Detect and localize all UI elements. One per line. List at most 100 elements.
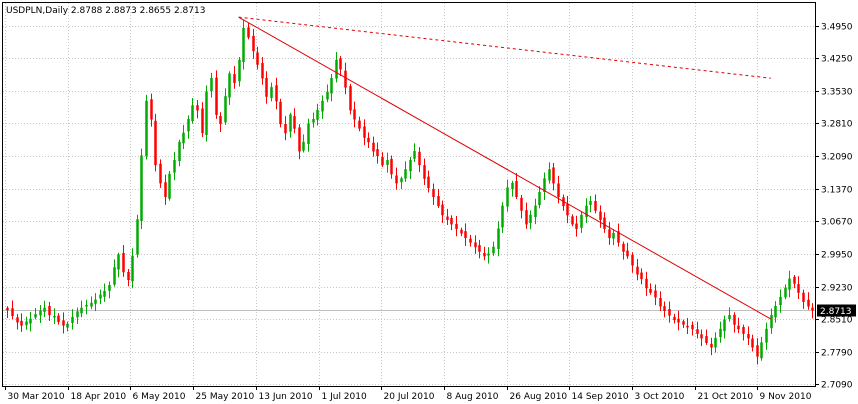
candle-body bbox=[81, 308, 83, 313]
candle-body bbox=[433, 189, 435, 196]
candle-body bbox=[308, 124, 310, 144]
candle-body bbox=[738, 326, 740, 329]
candle-body bbox=[711, 344, 713, 347]
candle bbox=[350, 84, 352, 115]
candle-body bbox=[507, 188, 509, 207]
candle-body bbox=[63, 321, 65, 326]
candle-body bbox=[794, 277, 796, 283]
candle-body bbox=[67, 324, 69, 327]
candle-body bbox=[729, 315, 731, 318]
candle-body bbox=[336, 60, 338, 78]
candle-body bbox=[202, 109, 204, 133]
x-tick-label: 18 Apr 2010 bbox=[71, 392, 127, 402]
candle-body bbox=[785, 288, 787, 297]
candle-body bbox=[521, 198, 523, 210]
candle-body bbox=[160, 164, 162, 183]
candle-body bbox=[109, 285, 111, 290]
candle-body bbox=[405, 169, 407, 178]
candle-body bbox=[266, 78, 268, 96]
candle-body bbox=[678, 319, 680, 322]
candle-body bbox=[58, 316, 60, 322]
candle-body bbox=[748, 334, 750, 338]
y-tick-label: 3.4950 bbox=[821, 23, 853, 33]
candle-body bbox=[724, 320, 726, 331]
x-tick-label: 6 May 2010 bbox=[133, 392, 186, 402]
candle bbox=[155, 114, 157, 171]
candle-body bbox=[345, 71, 347, 87]
candle-body bbox=[220, 116, 222, 124]
y-tick-label: 2.9950 bbox=[821, 251, 853, 261]
candle bbox=[216, 70, 218, 119]
candle-body bbox=[211, 78, 213, 91]
candle-body bbox=[465, 231, 467, 237]
candle-body bbox=[609, 230, 611, 238]
y-tick-label: 2.7790 bbox=[821, 349, 853, 359]
candle-body bbox=[141, 156, 143, 221]
y-tick-label: 3.2090 bbox=[821, 153, 853, 163]
x-tick-label: 8 Aug 2010 bbox=[447, 392, 499, 402]
current-price-label: 2.8713 bbox=[817, 305, 856, 318]
candle-body bbox=[715, 338, 717, 347]
candle-body bbox=[701, 335, 703, 339]
candle-body bbox=[179, 142, 181, 161]
candle-body bbox=[114, 267, 116, 284]
candle-body bbox=[706, 336, 708, 342]
candle-body bbox=[498, 229, 500, 249]
candle-body bbox=[30, 319, 32, 323]
candle-body bbox=[627, 251, 629, 256]
candle-body bbox=[188, 119, 190, 131]
candle-body bbox=[604, 218, 606, 229]
candle-body bbox=[364, 127, 366, 138]
y-tick-label: 3.4250 bbox=[821, 55, 853, 65]
x-tick-label: 13 Jun 2010 bbox=[259, 392, 313, 402]
candle-body bbox=[502, 206, 504, 227]
candle-body bbox=[216, 78, 218, 115]
candle-body bbox=[290, 115, 292, 132]
x-tick-label: 1 Jul 2010 bbox=[322, 392, 367, 402]
candle-body bbox=[137, 220, 139, 255]
candle-body bbox=[95, 300, 97, 304]
candle-body bbox=[526, 210, 528, 224]
candle-body bbox=[414, 151, 416, 158]
candle-body bbox=[572, 217, 574, 225]
candle-body bbox=[128, 272, 130, 280]
candle bbox=[137, 215, 139, 258]
candle-body bbox=[590, 201, 592, 204]
candle-body bbox=[613, 233, 615, 238]
candle-body bbox=[655, 291, 657, 297]
x-tick-label: 26 Aug 2010 bbox=[510, 392, 568, 402]
candle-body bbox=[581, 215, 583, 228]
candle-body bbox=[183, 133, 185, 143]
candle-body bbox=[248, 28, 250, 38]
candle-body bbox=[331, 78, 333, 93]
candle-body bbox=[44, 308, 46, 312]
candle-body bbox=[692, 325, 694, 329]
candle-body bbox=[35, 314, 37, 317]
candle-body bbox=[660, 298, 662, 306]
candle-body bbox=[118, 255, 120, 270]
candle-body bbox=[12, 308, 14, 315]
candle-body bbox=[447, 217, 449, 220]
candle-body bbox=[549, 169, 551, 180]
candle-body bbox=[294, 116, 296, 128]
candle-body bbox=[757, 346, 759, 357]
candle-body bbox=[484, 253, 486, 256]
candle-body bbox=[387, 160, 389, 164]
candle-body bbox=[720, 329, 722, 337]
candle-body bbox=[169, 174, 171, 198]
candle bbox=[169, 171, 171, 201]
candle-body bbox=[683, 322, 685, 325]
x-tick-label: 20 Jul 2010 bbox=[384, 392, 435, 402]
candle-body bbox=[26, 322, 28, 325]
candle-body bbox=[535, 206, 537, 217]
candle-body bbox=[280, 102, 282, 124]
candle-body bbox=[734, 315, 736, 324]
y-tick-label: 3.0670 bbox=[821, 218, 853, 228]
current-price-label-text: 2.8713 bbox=[820, 307, 852, 317]
candle-body bbox=[812, 308, 814, 310]
candle-body bbox=[192, 106, 194, 121]
x-tick-label: 14 Sep 2010 bbox=[572, 392, 629, 402]
candle bbox=[206, 85, 208, 141]
candle bbox=[141, 149, 143, 229]
candle-body bbox=[368, 138, 370, 142]
